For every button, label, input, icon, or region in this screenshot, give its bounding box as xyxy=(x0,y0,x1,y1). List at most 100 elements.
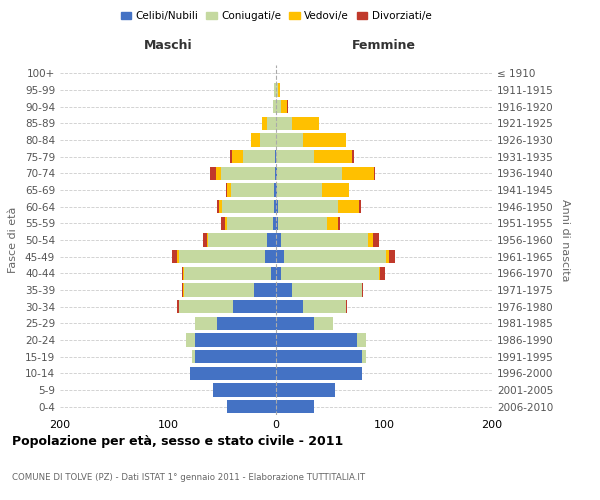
Bar xyxy=(276,366,362,380)
Bar xyxy=(276,250,284,264)
Bar xyxy=(275,150,276,164)
Bar xyxy=(292,284,362,296)
Bar xyxy=(207,234,208,246)
Bar xyxy=(359,200,361,213)
Bar xyxy=(176,300,179,314)
Bar xyxy=(172,250,176,264)
Bar xyxy=(230,184,274,196)
Bar xyxy=(222,200,274,213)
Bar xyxy=(221,166,275,180)
Bar xyxy=(276,116,292,130)
Bar xyxy=(195,316,217,330)
Bar xyxy=(227,184,230,196)
Bar xyxy=(276,200,278,213)
Bar xyxy=(276,316,314,330)
Bar xyxy=(215,166,221,180)
Bar xyxy=(251,134,260,146)
Bar xyxy=(268,234,276,246)
Bar xyxy=(274,200,276,213)
Bar xyxy=(276,216,278,230)
Bar xyxy=(278,200,338,213)
Bar xyxy=(179,250,265,264)
Bar xyxy=(276,100,281,114)
Bar xyxy=(303,300,346,314)
Legend: Celibi/Nubili, Coniugati/e, Vedovi/e, Divorziati/e: Celibi/Nubili, Coniugati/e, Vedovi/e, Di… xyxy=(116,7,436,26)
Bar xyxy=(275,166,276,180)
Bar xyxy=(184,266,271,280)
Bar xyxy=(389,250,395,264)
Bar xyxy=(379,266,380,280)
Y-axis label: Anni di nascita: Anni di nascita xyxy=(560,198,570,281)
Bar xyxy=(274,184,276,196)
Bar xyxy=(226,184,227,196)
Bar xyxy=(187,334,195,346)
Bar xyxy=(183,284,184,296)
Bar xyxy=(322,184,349,196)
Bar xyxy=(277,184,322,196)
Bar xyxy=(276,84,278,96)
Bar xyxy=(182,284,183,296)
Bar xyxy=(203,234,207,246)
Bar xyxy=(338,216,340,230)
Bar xyxy=(278,216,327,230)
Bar xyxy=(265,250,276,264)
Bar xyxy=(374,166,376,180)
Bar xyxy=(338,200,359,213)
Bar xyxy=(183,266,184,280)
Bar xyxy=(208,234,268,246)
Bar xyxy=(179,300,233,314)
Bar xyxy=(273,100,276,114)
Bar xyxy=(254,284,276,296)
Bar xyxy=(276,284,292,296)
Bar xyxy=(277,166,342,180)
Text: Maschi: Maschi xyxy=(143,38,193,52)
Bar xyxy=(386,250,389,264)
Bar xyxy=(182,266,183,280)
Bar xyxy=(281,234,368,246)
Bar xyxy=(284,250,386,264)
Bar xyxy=(346,300,347,314)
Bar xyxy=(225,216,227,230)
Bar xyxy=(362,284,364,296)
Bar xyxy=(276,184,277,196)
Bar xyxy=(287,100,288,114)
Bar xyxy=(342,166,374,180)
Bar xyxy=(232,150,242,164)
Bar xyxy=(214,384,276,396)
Bar xyxy=(195,350,276,364)
Bar xyxy=(281,100,287,114)
Bar xyxy=(327,216,338,230)
Bar xyxy=(281,266,379,280)
Bar xyxy=(274,84,276,96)
Bar xyxy=(262,116,268,130)
Bar xyxy=(357,334,365,346)
Y-axis label: Fasce di età: Fasce di età xyxy=(8,207,18,273)
Bar xyxy=(210,166,215,180)
Bar xyxy=(276,234,281,246)
Bar xyxy=(314,316,333,330)
Bar xyxy=(260,134,276,146)
Bar xyxy=(217,200,219,213)
Text: COMUNE DI TOLVE (PZ) - Dati ISTAT 1° gennaio 2011 - Elaborazione TUTTITALIA.IT: COMUNE DI TOLVE (PZ) - Dati ISTAT 1° gen… xyxy=(12,473,365,482)
Bar xyxy=(230,150,232,164)
Bar xyxy=(271,266,276,280)
Bar xyxy=(276,334,357,346)
Bar xyxy=(278,84,280,96)
Bar xyxy=(276,166,277,180)
Bar xyxy=(292,116,319,130)
Bar xyxy=(184,284,254,296)
Bar xyxy=(276,266,281,280)
Bar xyxy=(276,400,314,413)
Bar xyxy=(303,134,346,146)
Bar xyxy=(273,216,276,230)
Bar xyxy=(362,350,365,364)
Bar xyxy=(276,350,362,364)
Bar xyxy=(227,400,276,413)
Bar xyxy=(368,234,373,246)
Bar xyxy=(219,200,222,213)
Bar xyxy=(190,366,276,380)
Bar xyxy=(276,300,303,314)
Bar xyxy=(380,266,385,280)
Bar xyxy=(227,216,273,230)
Bar xyxy=(242,150,275,164)
